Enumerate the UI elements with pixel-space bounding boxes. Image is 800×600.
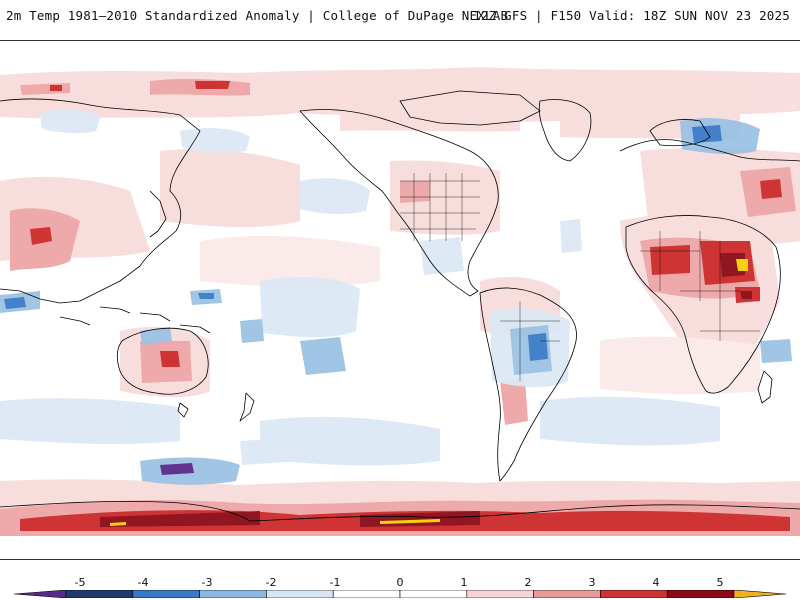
anomaly-map <box>0 40 800 560</box>
cold-anomaly-field <box>0 109 792 485</box>
colorbar-tick: -5 <box>74 576 86 589</box>
colorbar-tick: 4 <box>652 576 660 589</box>
colorbar-segment <box>666 590 735 598</box>
colorbar-segment <box>600 590 668 598</box>
colorbar-tick: -1 <box>329 576 341 589</box>
state-borders <box>400 173 480 241</box>
colorbar-segment <box>266 590 334 598</box>
model-valid-time: 12Z GFS | F150 Valid: 18Z SUN NOV 23 202… <box>473 8 790 23</box>
map-title: 2m Temp 1981–2010 Standardized Anomaly |… <box>6 8 509 23</box>
colorbar-segment <box>332 590 401 598</box>
colorbar <box>14 590 786 598</box>
colorbar-segment <box>466 590 534 598</box>
coastlines <box>0 90 800 522</box>
colorbar-segment <box>533 590 601 598</box>
colorbar-segment <box>399 590 468 598</box>
colorbar-segment <box>733 590 786 598</box>
colorbar-segment <box>14 590 67 598</box>
colorbar-segment <box>65 590 134 598</box>
colorbar-tick: -4 <box>137 576 149 589</box>
colorbar-tick: 3 <box>588 576 596 589</box>
colorbar-tick: 2 <box>524 576 532 589</box>
warm-anomaly-field <box>0 67 800 559</box>
colorbar-tick: 5 <box>716 576 724 589</box>
colorbar-segment <box>132 590 200 598</box>
header: 2m Temp 1981–2010 Standardized Anomaly |… <box>0 0 800 30</box>
colorbar-tick: 0 <box>396 576 404 589</box>
country-borders <box>500 231 760 381</box>
colorbar-tick: -3 <box>201 576 213 589</box>
colorbar-tick: 1 <box>460 576 468 589</box>
colorbar-segment <box>199 590 267 598</box>
map-canvas <box>0 41 800 559</box>
colorbar-tick: -2 <box>265 576 277 589</box>
